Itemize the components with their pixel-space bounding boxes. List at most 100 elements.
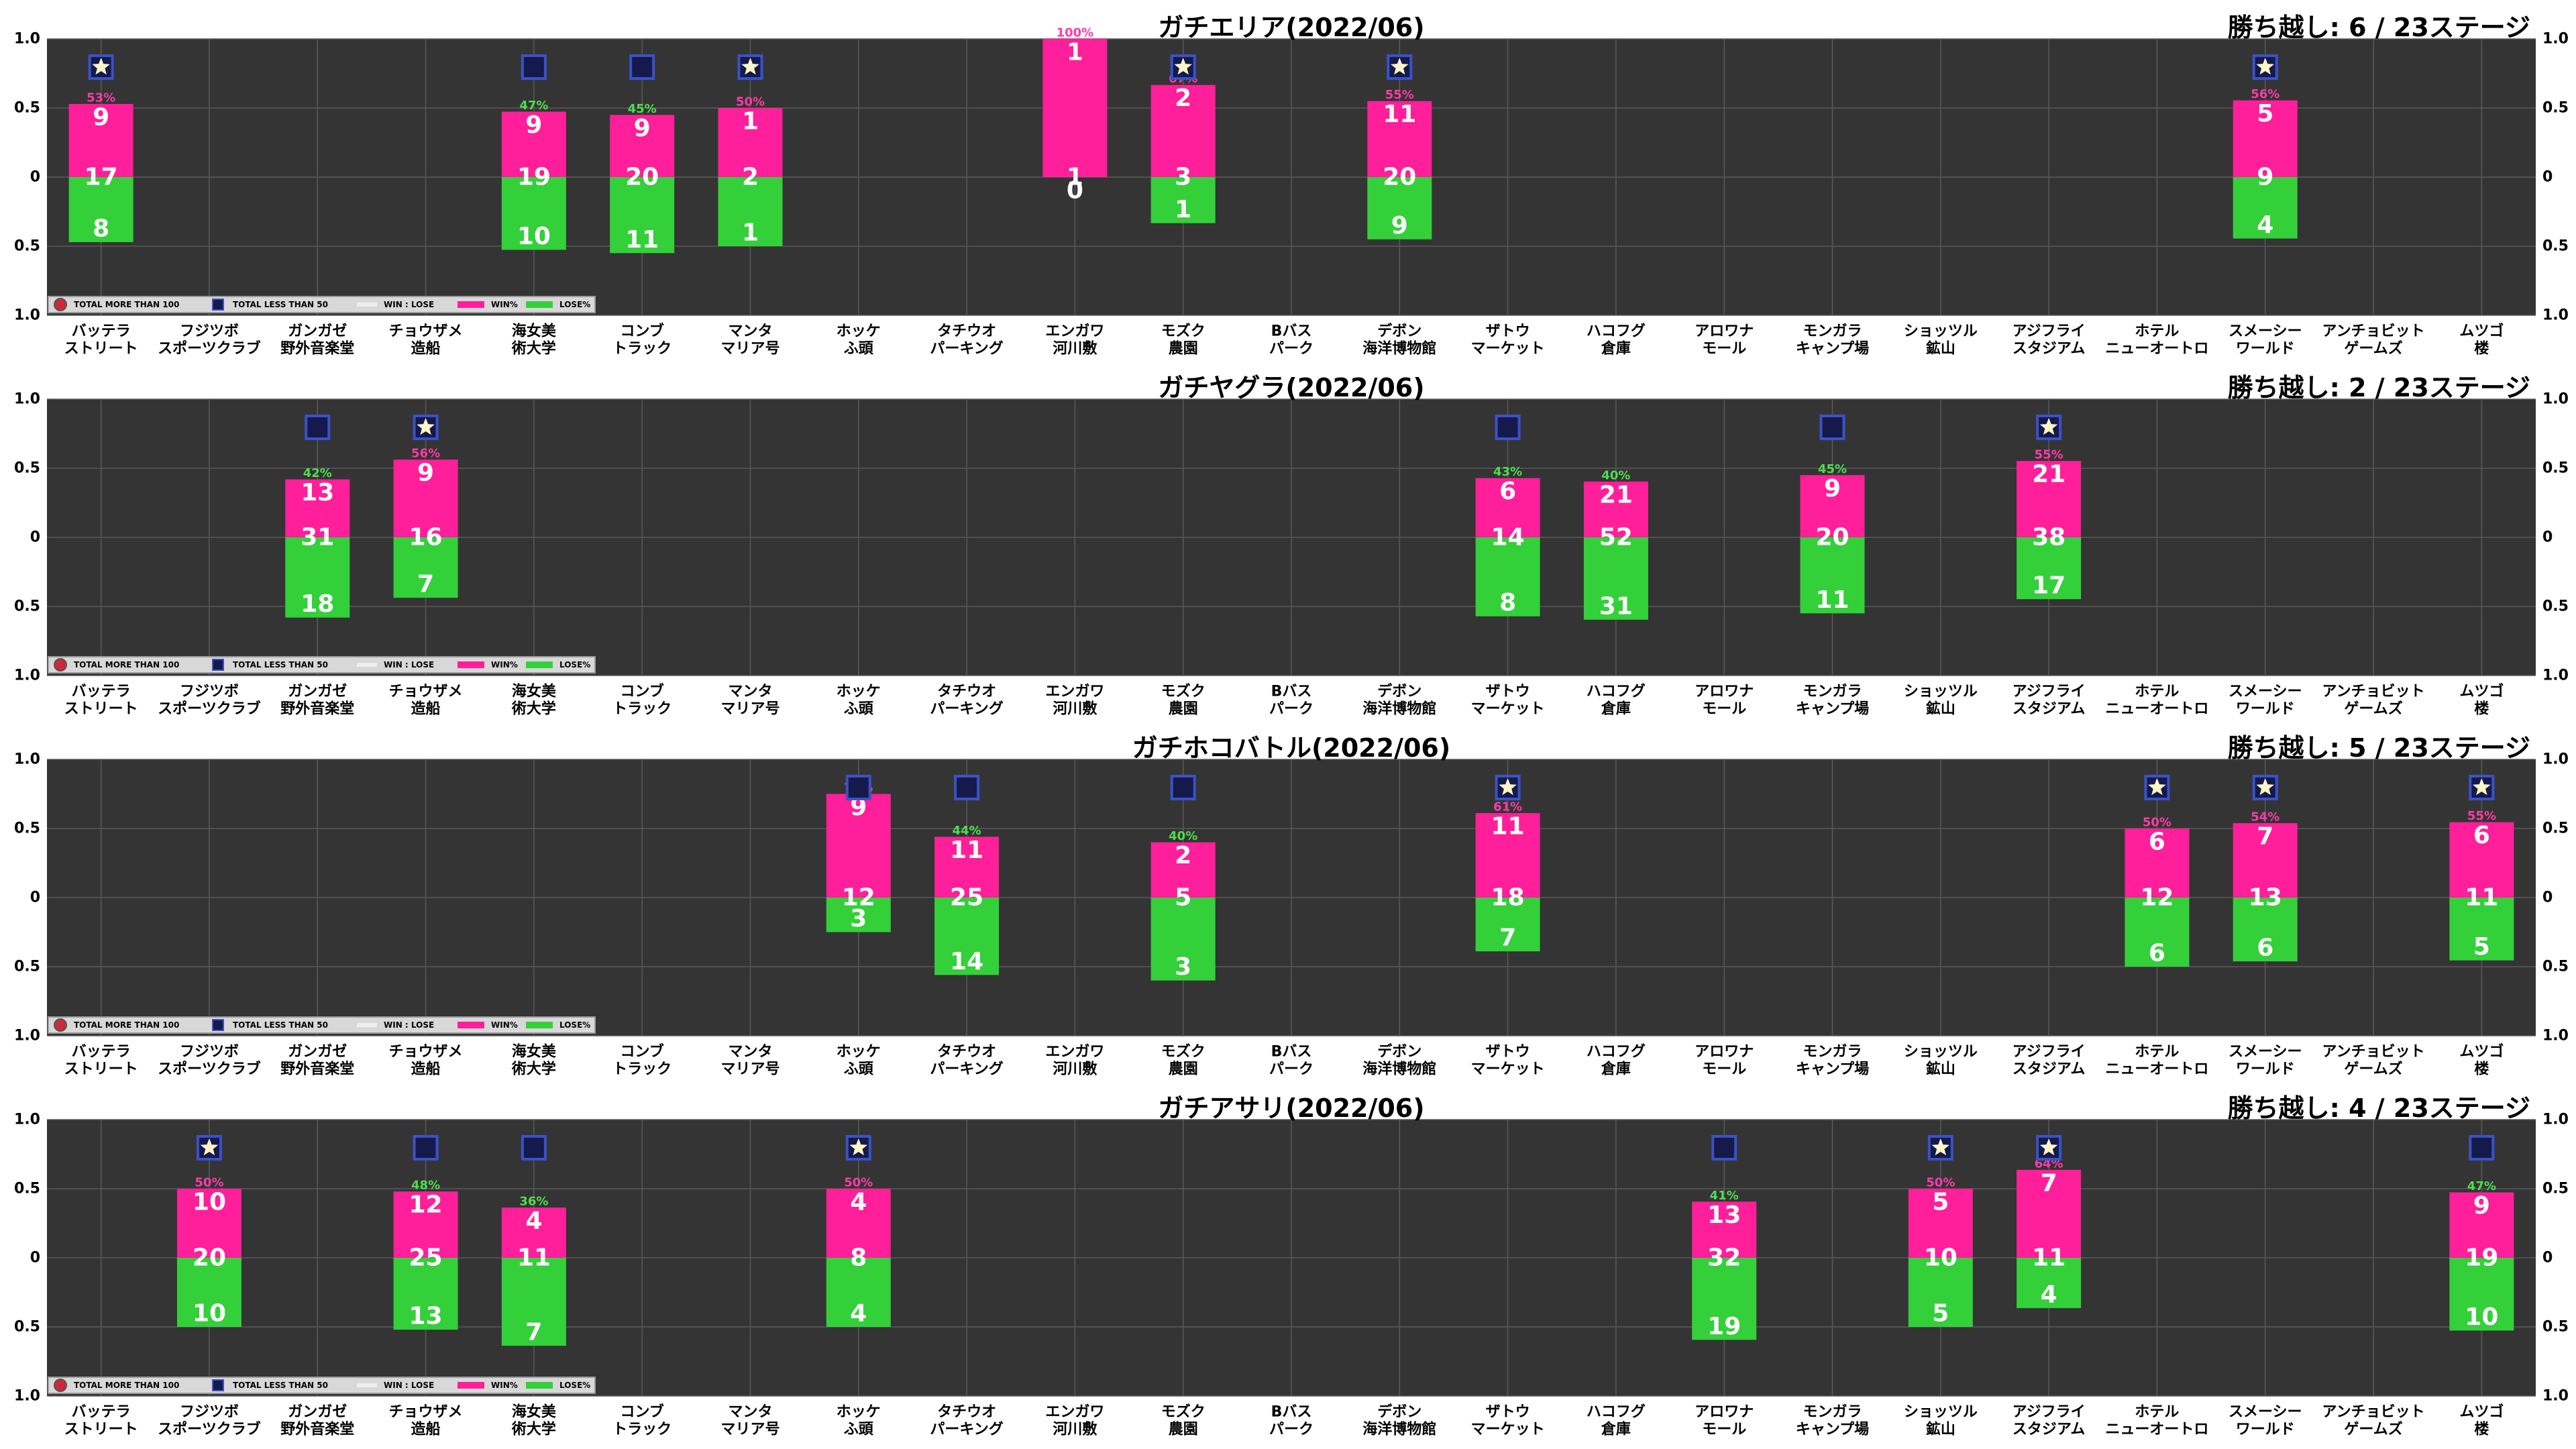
x-tick-label: ニューオートロ — [2105, 701, 2208, 718]
star-icon — [2039, 1138, 2058, 1156]
lose-bar — [393, 1258, 458, 1330]
y-tick-left: 1.0 — [14, 751, 40, 768]
star-icon — [1499, 778, 1517, 796]
marker-square — [305, 415, 331, 440]
marker-square — [845, 775, 871, 800]
lose-bar — [285, 537, 350, 618]
legend-square-icon — [212, 299, 224, 311]
total-label: 12 — [2140, 884, 2174, 912]
total-label: 2 — [742, 164, 759, 191]
lose-count-label: 3 — [1175, 953, 1191, 981]
x-tick-label: ふ頭 — [844, 1421, 874, 1438]
y-tick-right: 0 — [2542, 890, 2553, 906]
win-count-label: 5 — [2257, 100, 2273, 127]
x-tick-label: エンガワ — [1045, 1044, 1104, 1061]
x-tick-label: ハコフグ — [1587, 683, 1646, 700]
y-tick-right: 1.0 — [2542, 1028, 2569, 1044]
lose-count-label: 7 — [1499, 924, 1516, 952]
y-tick-left: 1.0 — [14, 1112, 40, 1128]
x-tick-label: スポーツクラブ — [158, 340, 261, 358]
lose-bar — [393, 537, 458, 598]
total-label: 11 — [517, 1244, 551, 1272]
win-bar — [393, 460, 458, 537]
y-tick-left: 0.5 — [14, 598, 40, 615]
x-tick-label: ゲームズ — [2344, 1061, 2402, 1078]
win-percent-label: 50% — [2143, 816, 2171, 830]
x-tick-label: ガンガゼ — [288, 684, 347, 700]
legend-lose-label: LOSE% — [559, 300, 590, 309]
legend-winlose-swatch — [357, 1383, 377, 1387]
chart-summary: 勝ち越し: 2 / 23ステージ — [2228, 373, 2530, 402]
x-tick-label: モンガラ — [1803, 684, 1862, 700]
star-icon — [2473, 778, 2491, 796]
x-tick-label: 術大学 — [511, 340, 556, 358]
legend-circle-icon — [54, 658, 67, 672]
lose-count-label: 6 — [2149, 940, 2165, 967]
star-icon — [1391, 58, 1409, 75]
win-count-label: 5 — [1932, 1189, 1949, 1216]
lose-count-label: 10 — [517, 223, 551, 250]
y-tick-left: 1.0 — [14, 1028, 40, 1044]
x-tick-label: モズク — [1161, 323, 1205, 340]
y-tick-right: 0 — [2542, 529, 2553, 546]
win-percent-label: 44% — [953, 824, 981, 838]
x-tick-label: ザトウ — [1486, 323, 1530, 340]
win-percent-label: 54% — [2251, 810, 2279, 824]
legend-win-label: WIN% — [491, 300, 518, 309]
x-tick-label: ストリート — [64, 701, 138, 718]
y-tick-right: 0.5 — [2542, 598, 2569, 615]
win-bar — [1042, 39, 1108, 177]
total-label: 5 — [1175, 884, 1191, 912]
legend-winlose-swatch — [357, 663, 377, 667]
x-tick-label: 術大学 — [511, 700, 556, 718]
total-label: 19 — [517, 164, 551, 191]
legend-square-icon — [212, 1019, 224, 1031]
x-tick-label: 造船 — [411, 700, 441, 718]
x-tick-label: アンチョビット — [2322, 1404, 2424, 1421]
x-tick-label: ゲームズ — [2344, 340, 2402, 358]
lose-bar — [1692, 1258, 1757, 1340]
legend-box — [48, 296, 596, 313]
x-tick-label: ゲームズ — [2344, 1421, 2402, 1438]
x-tick-label: 倉庫 — [1601, 1421, 1631, 1438]
legend-winlose-label: WIN : LOSE — [384, 1381, 434, 1390]
chart-summary: 勝ち越し: 6 / 23ステージ — [2228, 13, 2530, 42]
y-tick-left: 0.5 — [14, 820, 40, 837]
lose-count-label: 18 — [301, 590, 334, 618]
total-label: 1 — [1067, 164, 1083, 191]
x-tick-label: パーキング — [930, 340, 1003, 358]
x-tick-label: キャンプ場 — [1796, 1061, 1869, 1078]
x-tick-label: Bバス — [1271, 684, 1312, 700]
x-tick-label: ザトウ — [1486, 684, 1530, 700]
marker-square — [521, 1135, 547, 1161]
y-tick-right: 0 — [2542, 1250, 2553, 1267]
x-tick-label: チョウザメ — [389, 323, 463, 340]
total-label: 12 — [842, 884, 875, 912]
legend-win-label: WIN% — [491, 1020, 518, 1030]
win-percent-label: 53% — [87, 91, 115, 105]
x-tick-label: パーキング — [930, 1061, 1003, 1078]
x-tick-label: コンブ — [621, 683, 664, 700]
win-count-label: 4 — [525, 1208, 542, 1235]
win-count-label: 6 — [2473, 822, 2490, 849]
total-label: 3 — [1175, 164, 1191, 191]
marker-square — [2036, 415, 2062, 440]
x-tick-label: スメーシー — [2229, 1404, 2302, 1421]
lose-bar — [501, 1258, 566, 1346]
x-tick-label: Bバス — [1271, 1044, 1312, 1061]
x-tick-label: モズク — [1161, 1043, 1205, 1061]
x-tick-label: ホッケ — [837, 323, 881, 340]
x-tick-label: フジツボ — [180, 1404, 239, 1421]
marker-square — [954, 775, 980, 800]
y-tick-left: 0 — [30, 529, 40, 546]
win-percent-label: 43% — [1493, 465, 1522, 479]
x-tick-label: 農園 — [1169, 341, 1198, 358]
x-tick-label: 造船 — [411, 1421, 441, 1438]
win-bar — [1692, 1201, 1757, 1258]
win-percent-label: 50% — [1926, 1176, 1955, 1190]
win-count-label: 11 — [950, 837, 983, 864]
win-count-label: 12 — [409, 1191, 443, 1219]
y-tick-left: 0.5 — [14, 100, 40, 117]
win-count-label: 13 — [301, 479, 334, 506]
legend-lose-swatch — [526, 301, 553, 308]
